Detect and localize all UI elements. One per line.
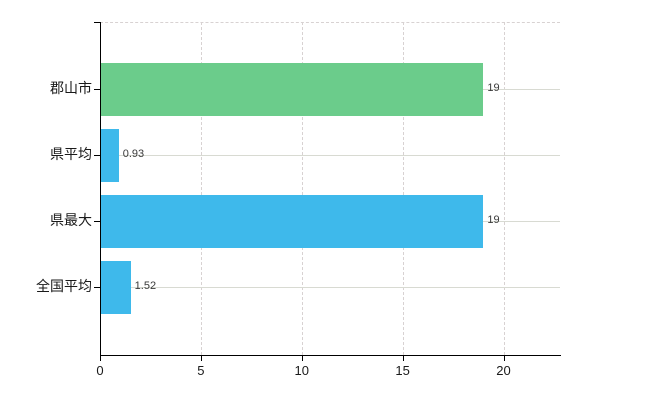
y-axis-tick bbox=[94, 221, 100, 222]
bar bbox=[101, 63, 483, 116]
x-tick-label: 15 bbox=[395, 363, 410, 378]
category-label: 郡山市 bbox=[50, 80, 92, 96]
plot-top-border bbox=[100, 22, 560, 23]
x-axis-tick bbox=[301, 355, 303, 361]
bar-value-label: 0.93 bbox=[122, 148, 145, 160]
category-label: 県最大 bbox=[50, 212, 92, 228]
x-axis-tick bbox=[402, 355, 404, 361]
bar bbox=[101, 129, 119, 182]
bar bbox=[101, 261, 131, 314]
x-tick-label: 5 bbox=[197, 363, 205, 378]
grid-line-vertical bbox=[503, 22, 505, 355]
bar-value-label: 1.52 bbox=[134, 280, 157, 292]
y-axis-line bbox=[100, 22, 101, 356]
y-axis-tick bbox=[94, 89, 100, 90]
x-axis-tick bbox=[100, 355, 101, 361]
x-axis-tick bbox=[200, 355, 202, 361]
y-axis-tick bbox=[94, 287, 100, 288]
y-axis-top-tick bbox=[94, 22, 100, 23]
y-axis-tick bbox=[94, 155, 100, 156]
x-axis-tick bbox=[503, 355, 505, 361]
grid-line-vertical bbox=[200, 22, 202, 355]
x-tick-label: 0 bbox=[96, 363, 104, 378]
grid-line-horizontal bbox=[100, 287, 560, 288]
grid-line-vertical bbox=[301, 22, 303, 355]
bar-value-label: 19 bbox=[487, 82, 500, 94]
grid-line-vertical bbox=[402, 22, 404, 355]
x-tick-label: 10 bbox=[294, 363, 309, 378]
bar bbox=[101, 195, 483, 248]
grid-line-horizontal bbox=[100, 155, 560, 156]
category-label: 県平均 bbox=[50, 146, 92, 162]
x-axis-line bbox=[100, 355, 561, 356]
bar-value-label: 19 bbox=[487, 214, 500, 226]
x-tick-label: 20 bbox=[496, 363, 511, 378]
category-label: 全国平均 bbox=[36, 278, 92, 294]
